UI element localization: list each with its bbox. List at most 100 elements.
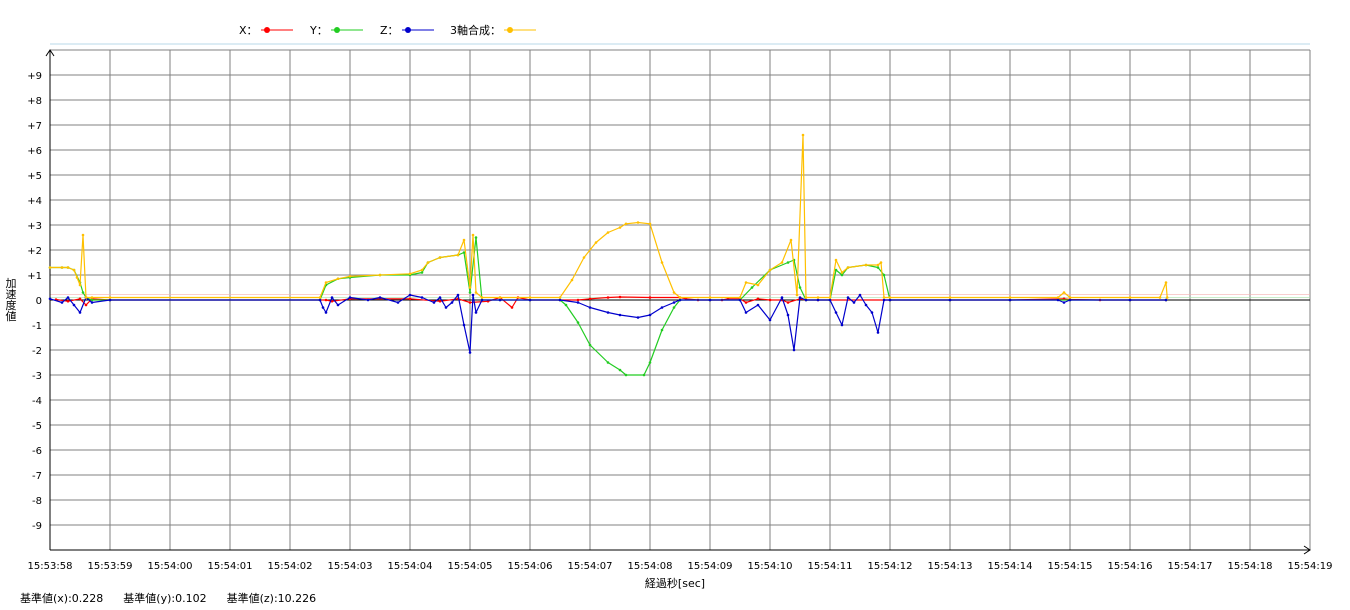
data-point-Z [471, 293, 475, 297]
data-point-Y [624, 373, 628, 377]
data-point-3軸合成 [1008, 296, 1012, 299]
legend-item-x: X： [239, 22, 293, 38]
data-point-3軸合成 [336, 277, 340, 281]
data-point-Z [768, 318, 772, 322]
data-point-3軸合成 [498, 296, 502, 299]
data-point-Z [66, 296, 70, 299]
data-point-Z [738, 298, 742, 302]
data-point-Z [348, 296, 352, 299]
data-point-Y [420, 271, 424, 274]
legend-item-combined: 3軸合成： [450, 22, 536, 38]
data-point-3軸合成 [48, 266, 52, 269]
data-point-3軸合成 [636, 221, 640, 224]
data-point-Z [366, 298, 370, 302]
data-point-3軸合成 [660, 261, 664, 264]
data-point-Z [1008, 298, 1012, 302]
y-tick-label: -5 [32, 421, 42, 432]
data-point-Z [90, 301, 94, 304]
data-point-X [786, 301, 790, 304]
data-point-3軸合成 [795, 293, 799, 297]
data-point-3軸合成 [60, 266, 64, 269]
data-point-3軸合成 [66, 266, 70, 269]
data-point-3軸合成 [1128, 296, 1132, 299]
data-point-Z [378, 296, 382, 299]
y-tick-label: -3 [32, 371, 42, 382]
data-point-3軸合成 [606, 231, 610, 234]
data-point-Z [846, 296, 850, 299]
series-line-3軸合成 [50, 134, 1168, 299]
data-point-3軸合成 [462, 238, 466, 242]
data-point-3軸合成 [768, 268, 772, 272]
data-point-Y [672, 306, 676, 309]
data-point-Y [90, 298, 94, 302]
data-point-3軸合成 [738, 296, 742, 299]
data-point-Z [588, 306, 592, 309]
data-point-X [618, 295, 622, 299]
series-line-X [55, 296, 1166, 309]
data-point-3軸合成 [108, 296, 112, 299]
data-point-Y [660, 328, 664, 332]
x-tick-label: 15:54:04 [388, 561, 433, 572]
x-tick-label: 15:54:07 [568, 561, 613, 572]
data-point-3軸合成 [570, 278, 574, 282]
data-point-3軸合成 [780, 261, 784, 264]
data-point-3軸合成 [648, 222, 652, 226]
series-line-Z [49, 294, 1166, 354]
data-point-Z [72, 303, 76, 307]
legend-marker-z [401, 27, 434, 33]
data-point-3軸合成 [78, 283, 82, 287]
data-point-Z [708, 298, 712, 302]
data-point-Y [468, 291, 472, 294]
data-point-Z [456, 293, 460, 297]
legend-marker-combined [504, 27, 536, 33]
data-point-3軸合成 [879, 261, 883, 264]
data-point-Z [396, 301, 400, 304]
y-tick-label: -9 [32, 521, 42, 532]
data-point-3軸合成 [948, 296, 952, 299]
data-point-X [576, 298, 580, 302]
data-point-Z [858, 293, 862, 297]
data-point-3軸合成 [882, 296, 886, 299]
x-tick-label: 15:54:09 [688, 561, 733, 572]
data-point-3軸合成 [468, 286, 472, 289]
data-point-3軸合成 [471, 233, 475, 237]
data-point-Z [1128, 298, 1132, 302]
data-point-3軸合成 [324, 281, 328, 284]
data-point-3軸合成 [90, 296, 94, 299]
x-tick-label: 15:54:00 [148, 561, 193, 572]
x-axis-arrow [1303, 545, 1311, 555]
data-point-Z [870, 311, 874, 314]
data-point-3軸合成 [1062, 291, 1066, 294]
data-point-Z [468, 351, 472, 354]
data-point-Z [60, 301, 64, 304]
data-point-Z [444, 306, 448, 309]
legend: X： Y： Z： 3軸合成： [0, 22, 1350, 38]
legend-marker-y [330, 27, 363, 33]
data-point-Z [462, 323, 466, 327]
data-point-3軸合成 [804, 296, 808, 299]
x-tick-label: 15:54:15 [1048, 561, 1093, 572]
data-point-Y [606, 361, 610, 364]
baseline-values: 基準値(x):0.228 基準値(y):0.102 基準値(z):10.226 [20, 590, 316, 606]
data-point-3軸合成 [840, 271, 844, 274]
y-tick-label: -6 [32, 446, 42, 457]
data-point-3軸合成 [72, 268, 76, 272]
data-point-3軸合成 [744, 281, 748, 284]
data-point-X [510, 306, 514, 309]
x-tick-label: 15:54:05 [448, 561, 493, 572]
y-tick-label: -8 [32, 496, 42, 507]
x-tick-label: 15:53:58 [28, 561, 73, 572]
y-axis-label-char: 度 [5, 299, 17, 312]
data-point-3軸合成 [318, 296, 322, 299]
data-point-Z [678, 298, 682, 302]
data-point-Z [948, 298, 952, 302]
data-point-Z [828, 298, 832, 302]
x-tick-label: 15:54:02 [268, 561, 313, 572]
data-point-Z [558, 298, 562, 302]
data-point-Y [474, 236, 478, 239]
y-tick-label: +9 [27, 71, 42, 82]
y-axis-label-char: 値 [5, 310, 17, 323]
y-tick-label: +3 [27, 221, 42, 232]
y-tick-label: -2 [32, 346, 42, 357]
x-tick-label: 15:54:14 [988, 561, 1033, 572]
